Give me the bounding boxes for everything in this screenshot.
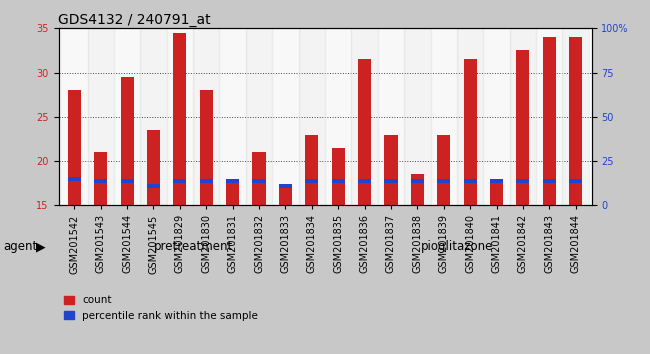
Bar: [252, 152, 266, 205]
Bar: [120, 77, 134, 205]
Bar: [490, 179, 503, 205]
Bar: [140, 28, 166, 205]
Bar: [411, 174, 424, 205]
Text: pretreatment: pretreatment: [153, 240, 233, 253]
Bar: [306, 179, 318, 183]
Bar: [332, 148, 344, 205]
Bar: [463, 59, 476, 205]
Bar: [246, 28, 272, 205]
Bar: [220, 28, 246, 205]
Bar: [569, 37, 582, 205]
Bar: [437, 179, 450, 183]
Bar: [298, 28, 325, 205]
Bar: [484, 28, 510, 205]
Bar: [437, 135, 450, 205]
Bar: [562, 28, 589, 205]
Bar: [358, 179, 371, 183]
Bar: [457, 28, 484, 205]
Bar: [510, 28, 536, 205]
Bar: [352, 28, 378, 205]
Bar: [174, 179, 187, 183]
Bar: [147, 184, 160, 188]
Bar: [325, 28, 352, 205]
Text: GDS4132 / 240791_at: GDS4132 / 240791_at: [58, 13, 211, 27]
Bar: [88, 28, 114, 205]
Text: ▶: ▶: [36, 240, 46, 253]
Bar: [279, 184, 292, 188]
Bar: [272, 28, 298, 205]
Bar: [411, 179, 424, 183]
Bar: [463, 179, 476, 183]
Bar: [114, 28, 140, 205]
Bar: [516, 179, 530, 183]
Bar: [61, 28, 88, 205]
Bar: [200, 179, 213, 183]
Bar: [226, 179, 239, 205]
Bar: [68, 90, 81, 205]
Bar: [378, 28, 404, 205]
Bar: [166, 28, 193, 205]
Bar: [384, 135, 398, 205]
Text: pioglitazone: pioglitazone: [421, 240, 493, 253]
Bar: [147, 130, 160, 205]
Bar: [68, 177, 81, 181]
Bar: [94, 152, 107, 205]
Bar: [384, 179, 398, 183]
Bar: [536, 28, 562, 205]
Bar: [332, 179, 344, 183]
Bar: [569, 179, 582, 183]
Bar: [543, 37, 556, 205]
Bar: [252, 179, 266, 183]
Bar: [226, 179, 239, 183]
Bar: [94, 179, 107, 183]
Legend: count, percentile rank within the sample: count, percentile rank within the sample: [64, 296, 258, 321]
Bar: [200, 90, 213, 205]
Bar: [490, 179, 503, 183]
Bar: [430, 28, 457, 205]
Text: agent: agent: [3, 240, 38, 253]
Bar: [174, 33, 187, 205]
Bar: [120, 179, 134, 183]
Bar: [543, 179, 556, 183]
Bar: [306, 135, 318, 205]
Bar: [516, 50, 530, 205]
Bar: [193, 28, 220, 205]
Bar: [358, 59, 371, 205]
Bar: [279, 188, 292, 205]
Bar: [404, 28, 430, 205]
